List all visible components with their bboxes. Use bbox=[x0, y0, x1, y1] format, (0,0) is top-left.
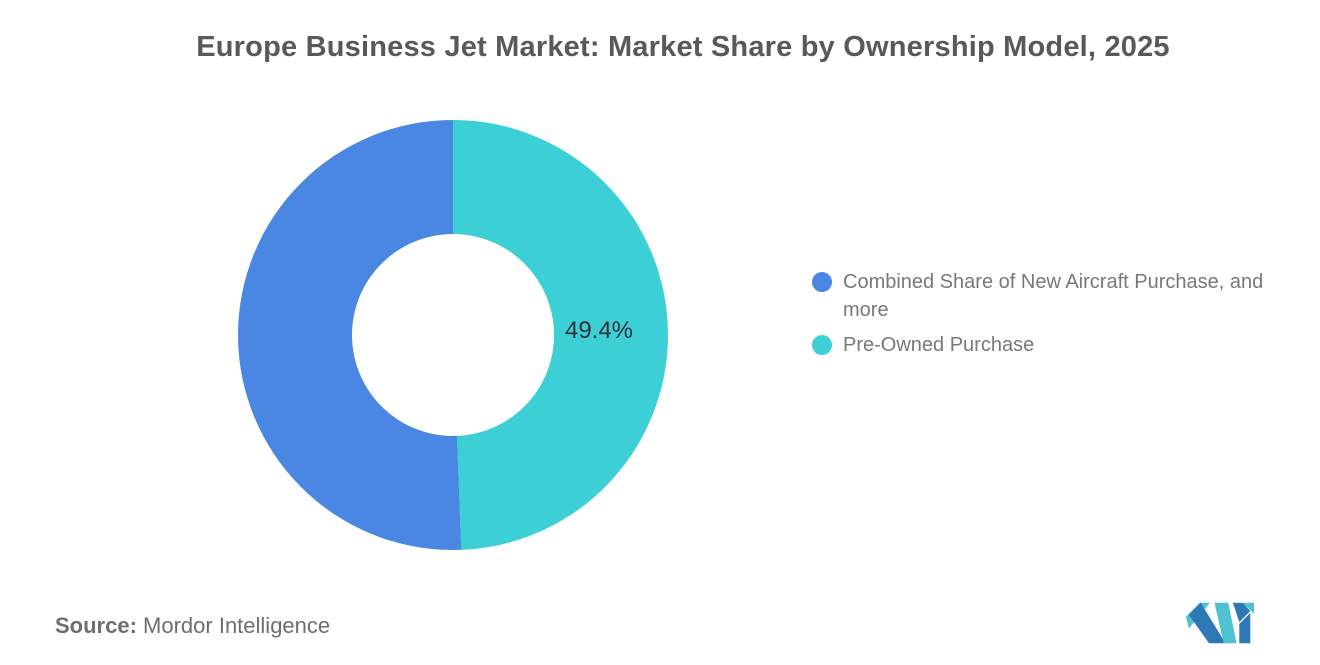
legend-item-label: Combined Share of New Aircraft Purchase,… bbox=[843, 271, 1264, 321]
legend-item: Pre-Owned Purchase bbox=[812, 331, 1273, 359]
source-note: Source: Mordor Intelligence bbox=[55, 613, 330, 639]
source-prefix: Source: bbox=[55, 613, 137, 638]
legend-item-label: Pre-Owned Purchase bbox=[843, 334, 1035, 356]
donut-chart: 49.4% bbox=[238, 120, 668, 550]
legend-item: Combined Share of New Aircraft Purchase,… bbox=[812, 268, 1273, 324]
donut-hole bbox=[352, 234, 554, 436]
page-title: Europe Business Jet Market: Market Share… bbox=[196, 31, 1170, 63]
source-text: Mordor Intelligence bbox=[136, 613, 331, 638]
mordor-intelligence-logo-icon bbox=[1186, 602, 1254, 644]
legend: Combined Share of New Aircraft Purchase,… bbox=[812, 268, 1273, 359]
slice-value-label: 49.4% bbox=[564, 317, 634, 344]
legend-swatch-icon bbox=[812, 272, 832, 292]
legend-swatch-icon bbox=[812, 335, 832, 355]
